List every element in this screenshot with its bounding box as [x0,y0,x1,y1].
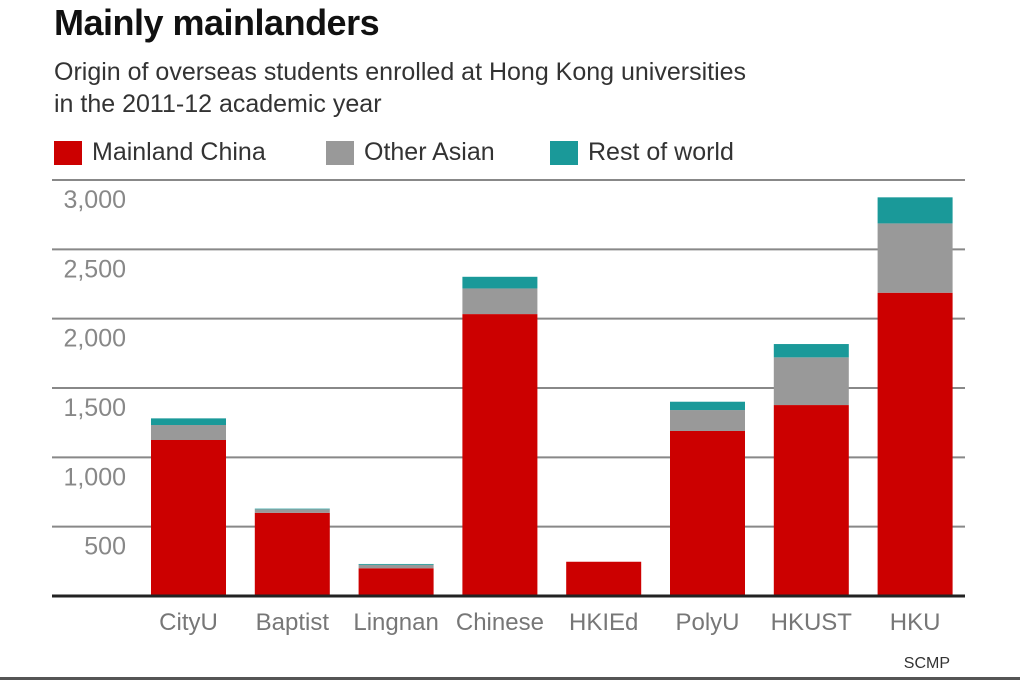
legend-label: Other Asian [364,138,495,166]
x-tick-label: Chinese [456,609,544,636]
bar-segment-baptist-other-asian [254,509,330,513]
bar-segment-baptist-rest-of-world [254,508,330,510]
bar-segment-hku-rest-of-world [877,197,953,224]
bar-segment-lingnan-other-asian [358,564,434,569]
y-tick-label: 1,000 [63,463,126,491]
x-tick-label: HKIEd [569,609,638,636]
legend-swatch-other-asian [326,140,354,165]
bar-segment-polyu-rest-of-world [670,401,745,411]
bar-segment-hku-mainland-china [877,292,953,596]
bar-segment-hkied-mainland-china [566,561,642,596]
legend-label: Rest of world [588,138,734,166]
bar-segment-cityu-mainland-china [151,440,226,596]
bottom-border [0,677,1020,680]
legend-mainland-china: Mainland China [54,138,266,167]
bar-segment-hkust-other-asian [773,357,849,406]
bar-segment-polyu-other-asian [670,410,745,431]
legend-swatch-mainland [54,140,82,165]
bar-segment-chinese-rest-of-world [462,276,538,289]
bar-segment-chinese-mainland-china [462,314,538,596]
y-tick-label: 3,000 [63,186,126,214]
x-tick-label: HKUST [771,609,853,636]
legend-label: Mainland China [92,138,266,166]
bar-segment-cityu-rest-of-world [151,418,226,426]
credit: SCMP [903,655,950,672]
bar-segment-lingnan-rest-of-world [358,563,434,565]
chart-title: Mainly mainlanders [54,2,380,43]
y-tick-label: 500 [84,533,126,561]
chart-subtitle-line1: Origin of overseas students enrolled at … [54,58,747,86]
x-tick-label: Baptist [256,609,330,636]
bar-segment-baptist-mainland-china [254,512,330,596]
bar-segment-hkust-mainland-china [773,405,849,596]
x-tick-label: Lingnan [353,609,438,636]
bar-segment-polyu-mainland-china [670,430,745,596]
x-tick-label: PolyU [675,609,739,636]
y-tick-label: 2,500 [63,255,126,283]
bar-segment-lingnan-mainland-china [358,568,434,596]
bar-segment-cityu-other-asian [151,425,226,440]
bar-segment-hku-other-asian [877,223,953,293]
legend-swatch-rest-of-world [550,140,578,165]
y-tick-label: 1,500 [63,394,126,422]
bar-segment-chinese-other-asian [462,288,538,315]
x-tick-label: CityU [159,609,218,636]
y-tick-label: 2,000 [63,325,126,353]
bar-segment-hkust-rest-of-world [773,344,849,358]
chart-subtitle-line2: in the 2011-12 academic year [54,90,382,118]
x-tick-label: HKU [890,609,941,636]
legend-rest-of-world: Rest of world [550,138,734,167]
legend-other-asian: Other Asian [326,138,495,167]
